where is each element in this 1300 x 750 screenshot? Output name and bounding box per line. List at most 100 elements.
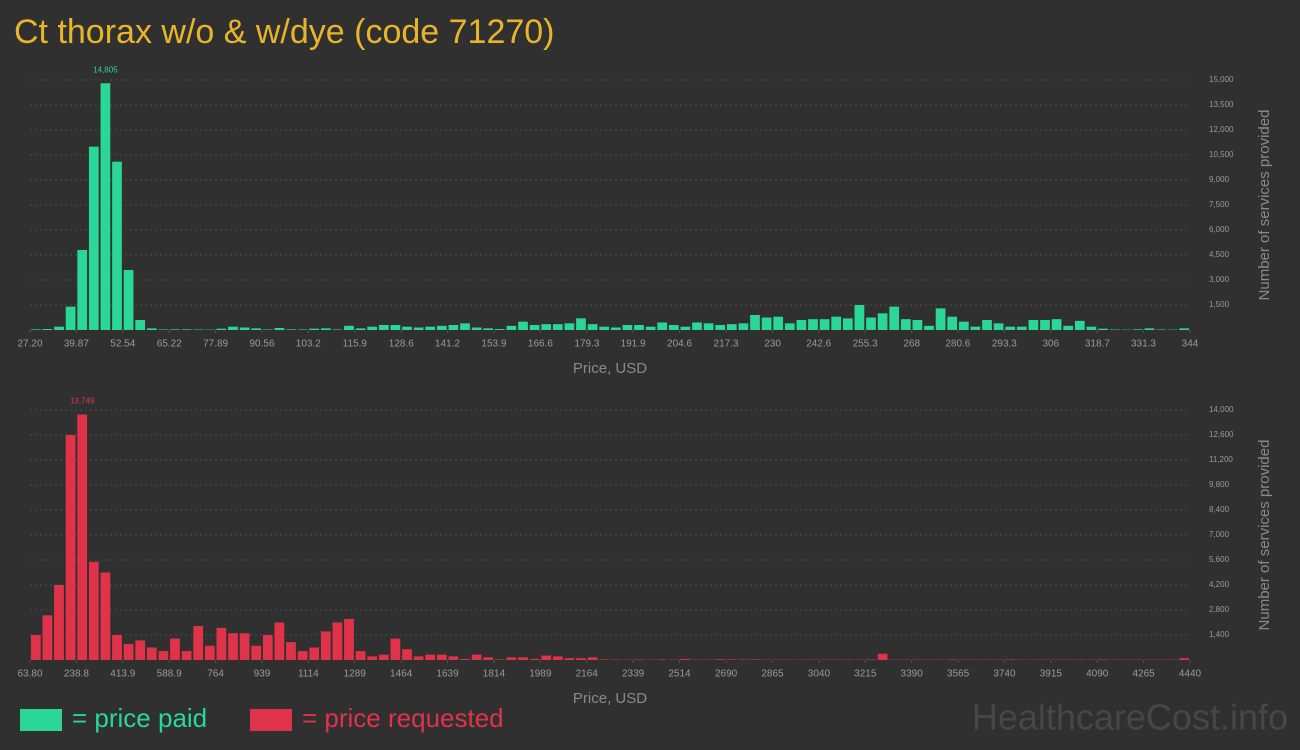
bar — [1028, 320, 1039, 330]
bar — [378, 325, 389, 330]
x-tick-label: 1114 — [298, 669, 319, 680]
bar — [738, 659, 749, 660]
bar — [112, 635, 122, 660]
bar — [1179, 658, 1190, 660]
bar — [123, 643, 134, 660]
bar — [170, 329, 180, 330]
y-tick-label: 15,000 — [1209, 75, 1234, 84]
bar — [286, 642, 296, 660]
bar — [958, 321, 969, 330]
bar — [610, 327, 621, 330]
bar — [726, 324, 737, 330]
bar — [77, 250, 88, 330]
x-tick-label: 2865 — [761, 669, 784, 680]
bar — [703, 323, 714, 330]
bar — [784, 323, 795, 330]
bar — [715, 659, 726, 660]
x-tick-label: 2514 — [668, 669, 691, 680]
bar — [367, 656, 378, 660]
bar — [924, 325, 934, 330]
x-tick-label: 293.3 — [992, 339, 1017, 350]
x-tick-label: 217.3 — [714, 339, 739, 350]
bar — [645, 326, 656, 330]
y-tick-label: 12,600 — [1209, 430, 1234, 439]
x-tick-label: 103.2 — [296, 339, 321, 350]
bar — [506, 325, 517, 330]
value-label: 14,805 — [93, 65, 118, 74]
bar — [1086, 326, 1097, 330]
bar — [413, 327, 424, 330]
bar — [552, 324, 563, 330]
bar — [274, 328, 285, 330]
bar — [877, 313, 888, 330]
y-tick-label: 7,000 — [1209, 530, 1230, 539]
bar — [158, 329, 169, 330]
bar — [993, 323, 1004, 330]
bar — [355, 328, 366, 330]
bar — [460, 658, 470, 660]
bar — [309, 328, 320, 330]
bar — [1005, 659, 1016, 660]
bar — [262, 329, 273, 330]
bar — [1098, 659, 1108, 660]
bar — [599, 326, 610, 330]
x-tick-label: 1814 — [483, 669, 506, 680]
x-tick-label: 3390 — [901, 669, 924, 680]
bar — [88, 561, 99, 660]
bar — [494, 659, 505, 660]
x-tick-label: 52.54 — [110, 339, 135, 350]
bar — [483, 657, 494, 660]
bar — [773, 316, 784, 330]
bar — [297, 651, 308, 660]
bar — [576, 318, 586, 330]
bar — [216, 328, 227, 330]
legend-swatch — [20, 709, 62, 731]
bar — [54, 585, 64, 660]
y-tick-label: 1,500 — [1209, 300, 1230, 309]
bar — [564, 658, 575, 660]
bar — [552, 656, 563, 660]
bar — [831, 316, 842, 330]
x-tick-label: 2164 — [576, 669, 599, 680]
bar — [146, 328, 157, 330]
y-axis-title: Number of services provided — [1256, 440, 1273, 631]
x-axis-title: Price, USD — [573, 360, 647, 377]
bar — [390, 638, 401, 660]
bar — [761, 317, 772, 330]
bar — [436, 654, 447, 660]
bar — [668, 325, 679, 330]
value-label: 13,749 — [70, 397, 95, 406]
bar — [320, 631, 331, 660]
bar — [216, 627, 227, 660]
bar — [390, 325, 401, 330]
y-tick-label: 11,200 — [1209, 455, 1233, 464]
bar — [228, 633, 238, 660]
x-tick-label: 115.9 — [343, 339, 368, 350]
bar — [448, 325, 459, 330]
bar — [1144, 328, 1155, 330]
bar — [332, 329, 343, 330]
x-tick-label: 1464 — [390, 669, 413, 680]
bar — [471, 327, 482, 330]
x-tick-label: 2339 — [622, 669, 645, 680]
x-tick-label: 39.87 — [64, 339, 89, 350]
x-tick-label: 2690 — [715, 669, 738, 680]
bar — [518, 657, 528, 660]
bar — [286, 329, 296, 330]
bar — [750, 315, 760, 330]
bar — [251, 645, 262, 660]
x-tick-label: 3740 — [993, 669, 1016, 680]
bar — [889, 306, 900, 330]
bar — [587, 324, 598, 330]
x-tick-label: 764 — [207, 669, 224, 680]
bar — [866, 659, 876, 660]
bar — [506, 657, 517, 660]
x-tick-label: 3565 — [947, 669, 970, 680]
x-tick-label: 331.3 — [1131, 339, 1156, 350]
bar — [471, 654, 482, 660]
bar — [819, 319, 830, 330]
x-tick-label: 3040 — [808, 669, 831, 680]
bar — [1098, 328, 1108, 330]
bar — [402, 326, 412, 330]
x-tick-label: 255.3 — [853, 339, 878, 350]
